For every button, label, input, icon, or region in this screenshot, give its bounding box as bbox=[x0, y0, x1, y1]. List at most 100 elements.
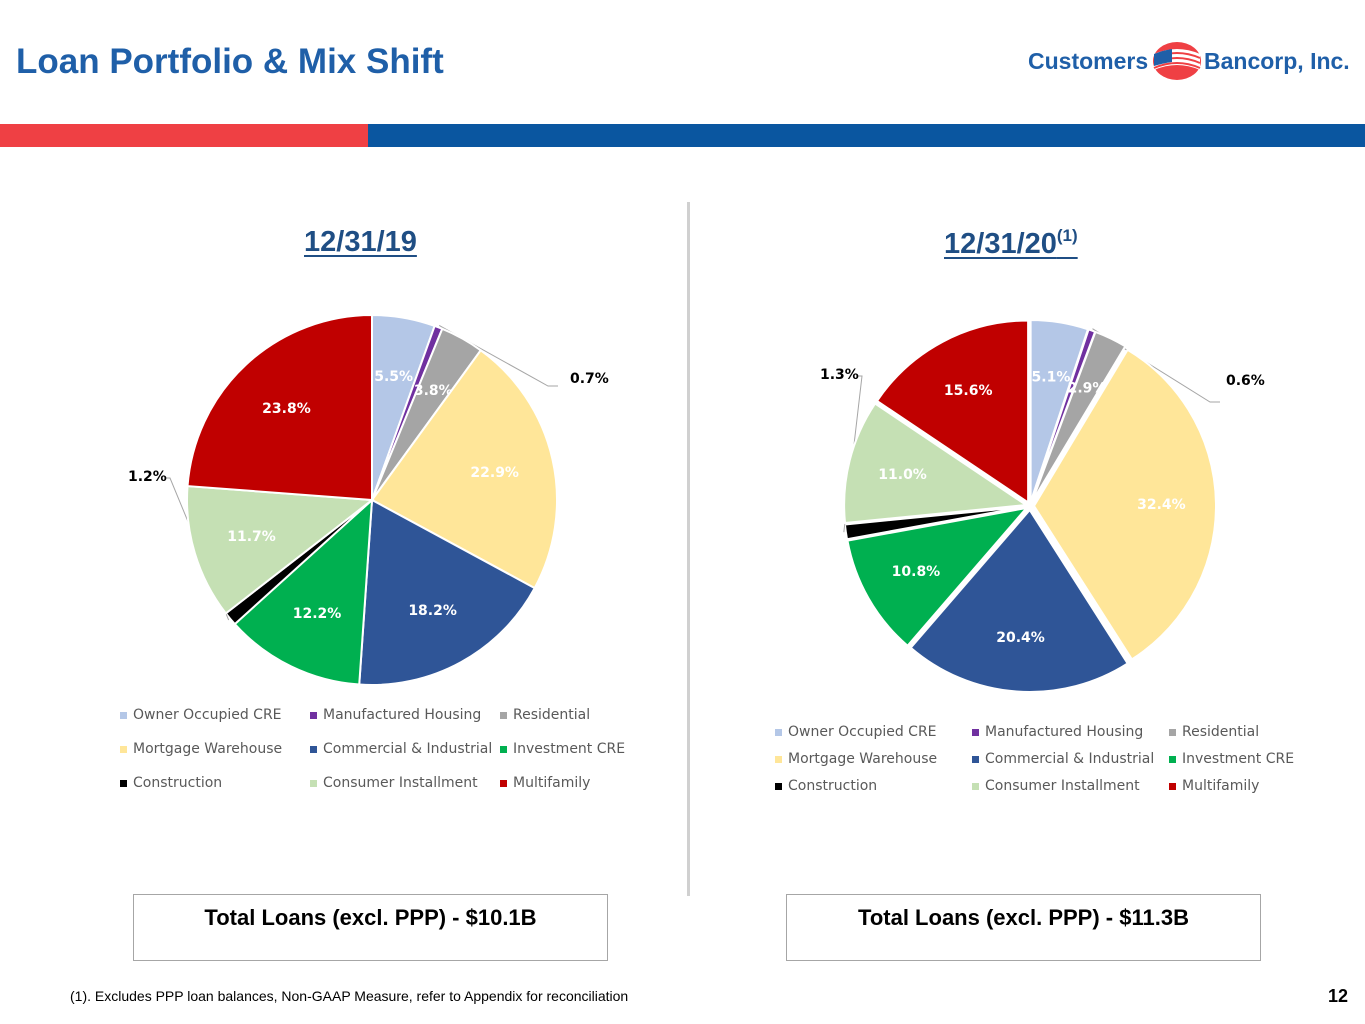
legend-label: Residential bbox=[513, 707, 591, 723]
legend-swatch bbox=[500, 745, 507, 753]
slice-data-label: 32.4% bbox=[1137, 497, 1186, 513]
legend-label: Construction bbox=[133, 775, 223, 791]
pie-slice-mortgage-warehouse bbox=[1032, 348, 1217, 661]
slice-data-label: 20.4% bbox=[996, 630, 1045, 646]
slice-data-label: 5.5% bbox=[374, 369, 413, 385]
logo-text-right: Bancorp, Inc. bbox=[1204, 48, 1350, 74]
legend-item: Multifamily bbox=[500, 775, 590, 791]
header-band-blue bbox=[368, 124, 1365, 147]
slice-data-label: 18.2% bbox=[408, 603, 457, 619]
legend-swatch bbox=[120, 711, 127, 719]
pie-slice-consumer-installment bbox=[186, 484, 375, 615]
legend-item: Investment CRE bbox=[500, 741, 625, 757]
legend-swatch bbox=[500, 779, 507, 787]
slice-data-label: 22.9% bbox=[470, 465, 519, 481]
pie-slice-multifamily bbox=[875, 319, 1030, 505]
legend-item: Consumer Installment bbox=[310, 775, 478, 791]
legend-label: Commercial & Industrial bbox=[323, 741, 493, 757]
slice-data-label: 11.7% bbox=[227, 529, 276, 545]
legend-item: Residential bbox=[500, 707, 590, 723]
legend-swatch bbox=[1169, 782, 1176, 790]
slice-data-label: 3.8% bbox=[414, 383, 453, 399]
legend-item: Owner Occupied CRE bbox=[775, 724, 937, 740]
legend-swatch bbox=[972, 755, 979, 763]
legend-item: Mortgage Warehouse bbox=[775, 751, 937, 767]
slice-data-label: 1.3% bbox=[820, 367, 859, 383]
legend-swatch bbox=[1169, 728, 1176, 736]
total-loans-2020: Total Loans (excl. PPP) - $11.3B bbox=[786, 894, 1261, 961]
legend-label: Manufactured Housing bbox=[985, 724, 1144, 740]
legend-label: Investment CRE bbox=[1182, 751, 1295, 767]
slice-data-label: 10.8% bbox=[892, 564, 941, 580]
slice-data-label: 23.8% bbox=[262, 401, 311, 417]
logo-text-left: Customers bbox=[1028, 48, 1149, 74]
legend-label: Investment CRE bbox=[513, 741, 626, 757]
legend-swatch bbox=[1169, 755, 1176, 763]
company-logo: Customers Bancorp, Inc. bbox=[1028, 40, 1358, 84]
chart-divider bbox=[687, 202, 690, 896]
legend-swatch bbox=[310, 745, 317, 753]
chart-title-superscript: (1) bbox=[1056, 226, 1078, 245]
legend-label: Mortgage Warehouse bbox=[788, 751, 938, 767]
legend-swatch bbox=[775, 755, 782, 763]
slice-data-label: 15.6% bbox=[944, 383, 993, 399]
chart-title-2019: 12/31/19 bbox=[304, 226, 417, 258]
slice-data-label: 0.6% bbox=[1226, 373, 1265, 389]
legend-item: Construction bbox=[120, 775, 222, 791]
legend-item: Residential bbox=[1169, 724, 1259, 740]
total-loans-2019: Total Loans (excl. PPP) - $10.1B bbox=[133, 894, 608, 961]
legend-item: Commercial & Industrial bbox=[972, 751, 1154, 767]
header-band-red bbox=[0, 124, 368, 147]
slice-data-label: 1.2% bbox=[128, 469, 167, 485]
legend-swatch bbox=[775, 728, 782, 736]
legend-item: Manufactured Housing bbox=[972, 724, 1143, 740]
legend-label: Mortgage Warehouse bbox=[133, 741, 283, 757]
legend-swatch bbox=[120, 745, 127, 753]
chart-title-2020: 12/31/20(1) bbox=[944, 226, 1078, 260]
legend-label: Owner Occupied CRE bbox=[788, 724, 937, 740]
legend-item: Owner Occupied CRE bbox=[120, 707, 282, 723]
legend-item: Manufactured Housing bbox=[310, 707, 481, 723]
slice-data-label: 5.1% bbox=[1032, 369, 1071, 385]
legend-label: Multifamily bbox=[1182, 778, 1260, 794]
pie-slice-investment-cre bbox=[846, 506, 1030, 648]
footnote: (1). Excludes PPP loan balances, Non-GAA… bbox=[70, 988, 629, 1004]
legend-label: Multifamily bbox=[513, 775, 591, 791]
pie-slice-investment-cre bbox=[233, 497, 374, 686]
legend-label: Consumer Installment bbox=[985, 778, 1140, 794]
page-title: Loan Portfolio & Mix Shift bbox=[16, 42, 444, 81]
legend-label: Owner Occupied CRE bbox=[133, 707, 282, 723]
pie-slice-residential bbox=[1030, 330, 1127, 503]
legend-item: Investment CRE bbox=[1169, 751, 1294, 767]
legend-swatch bbox=[120, 779, 127, 787]
legend-item: Commercial & Industrial bbox=[310, 741, 492, 757]
legend-swatch bbox=[972, 782, 979, 790]
legend-label: Construction bbox=[788, 778, 878, 794]
legend-swatch bbox=[972, 728, 979, 736]
pie-slice-multifamily bbox=[186, 313, 373, 502]
legend-item: Mortgage Warehouse bbox=[120, 741, 282, 757]
page-number: 12 bbox=[1328, 986, 1349, 1006]
legend-item: Construction bbox=[775, 778, 877, 794]
legend-swatch bbox=[310, 711, 317, 719]
legend-swatch bbox=[500, 711, 507, 719]
legend-label: Commercial & Industrial bbox=[985, 751, 1155, 767]
legend-item: Consumer Installment bbox=[972, 778, 1140, 794]
slice-data-label: 2.9% bbox=[1068, 381, 1107, 397]
legend-swatch bbox=[775, 782, 782, 790]
slice-data-label: 12.2% bbox=[293, 606, 342, 622]
legend-label: Consumer Installment bbox=[323, 775, 478, 791]
flag-icon bbox=[1153, 42, 1201, 80]
legend-item: Multifamily bbox=[1169, 778, 1259, 794]
legend-swatch bbox=[310, 779, 317, 787]
pie-slice-commercial-industrial bbox=[358, 498, 537, 686]
legend-label: Residential bbox=[1182, 724, 1260, 740]
pie-slice-mortgage-warehouse bbox=[370, 348, 558, 590]
pie-slice-consumer-installment bbox=[843, 402, 1029, 525]
slice-data-label: 0.7% bbox=[570, 371, 609, 387]
legend-label: Manufactured Housing bbox=[323, 707, 482, 723]
slice-data-label: 11.0% bbox=[878, 467, 927, 483]
pie-slice-commercial-industrial bbox=[909, 508, 1130, 693]
